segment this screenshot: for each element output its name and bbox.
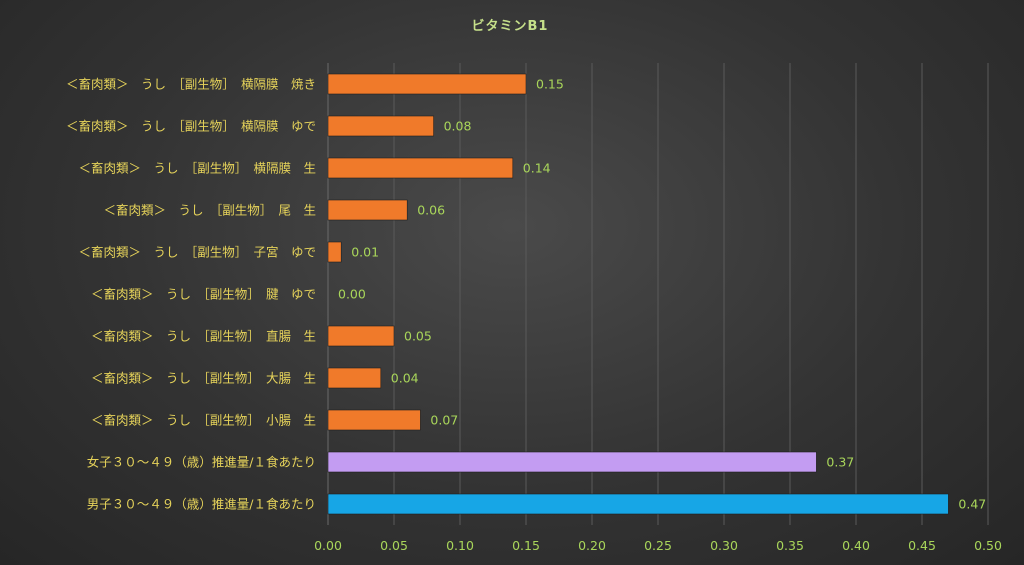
bar [327,451,817,473]
data-label: 0.37 [826,455,854,470]
x-tick-label: 0.45 [908,538,936,553]
x-axis-ticks: 0.00 0.05 0.10 0.15 0.20 0.25 0.30 0.35 0.40 0.45… [314,538,1002,553]
bar [327,241,342,263]
bar [327,325,395,347]
chart-title: ビタミンB1 [472,18,549,34]
bar [327,199,408,221]
data-label: 0.05 [404,329,432,344]
data-label: 0.07 [430,413,458,428]
bars [327,73,949,515]
data-label: 0.14 [523,161,551,176]
data-label: 0.47 [958,497,986,512]
bar [327,409,421,431]
category-label: 女子３０～４９（歳）推進量/１食あたり [87,455,316,470]
category-label: ＜畜肉類＞ うし ［副生物］ 横隔膜 ゆで [66,119,316,134]
x-tick-label: 0.35 [776,538,804,553]
data-label: 0.01 [351,245,379,260]
bar [327,115,434,137]
x-tick-label: 0.30 [710,538,738,553]
x-tick-label: 0.15 [512,538,540,553]
category-label: ＜畜肉類＞ うし ［副生物］ 横隔膜 生 [78,161,316,176]
category-label: 男子３０～４９（歳）推進量/１食あたり [87,497,316,512]
category-label: ＜畜肉類＞ うし ［副生物］ 尾 生 [103,203,316,218]
data-labels: 0.15 0.08 0.14 0.06 0.01 0.00 0.05 0.04 0.07 0.37… [338,77,986,512]
category-labels: ＜畜肉類＞ うし ［副生物］ 横隔膜 焼き ＜畜肉類＞ うし ［副生物］ 横隔膜 … [66,77,316,512]
bar [327,157,514,179]
x-tick-label: 0.40 [842,538,870,553]
x-tick-label: 0.00 [314,538,342,553]
bar [327,367,382,389]
data-label: 0.04 [391,371,419,386]
data-label: 0.06 [417,203,445,218]
category-label: ＜畜肉類＞ うし ［副生物］ 小腸 生 [91,413,316,428]
x-tick-label: 0.10 [446,538,474,553]
bar [327,73,527,95]
category-label: ＜畜肉類＞ うし ［副生物］ 子宮 ゆで [78,245,316,260]
category-label: ＜畜肉類＞ うし ［副生物］ 直腸 生 [91,329,316,344]
x-tick-label: 0.50 [974,538,1002,553]
gridlines [327,63,989,525]
x-tick-label: 0.05 [380,538,408,553]
x-tick-label: 0.25 [644,538,672,553]
data-label: 0.08 [444,119,472,134]
x-tick-label: 0.20 [578,538,606,553]
bar [327,493,949,515]
category-label: ＜畜肉類＞ うし ［副生物］ 大腸 生 [91,371,316,386]
data-label: 0.15 [536,77,564,92]
category-label: ＜畜肉類＞ うし ［副生物］ 腱 ゆで [91,287,316,302]
data-label: 0.00 [338,287,366,302]
category-label: ＜畜肉類＞ うし ［副生物］ 横隔膜 焼き [66,77,316,92]
